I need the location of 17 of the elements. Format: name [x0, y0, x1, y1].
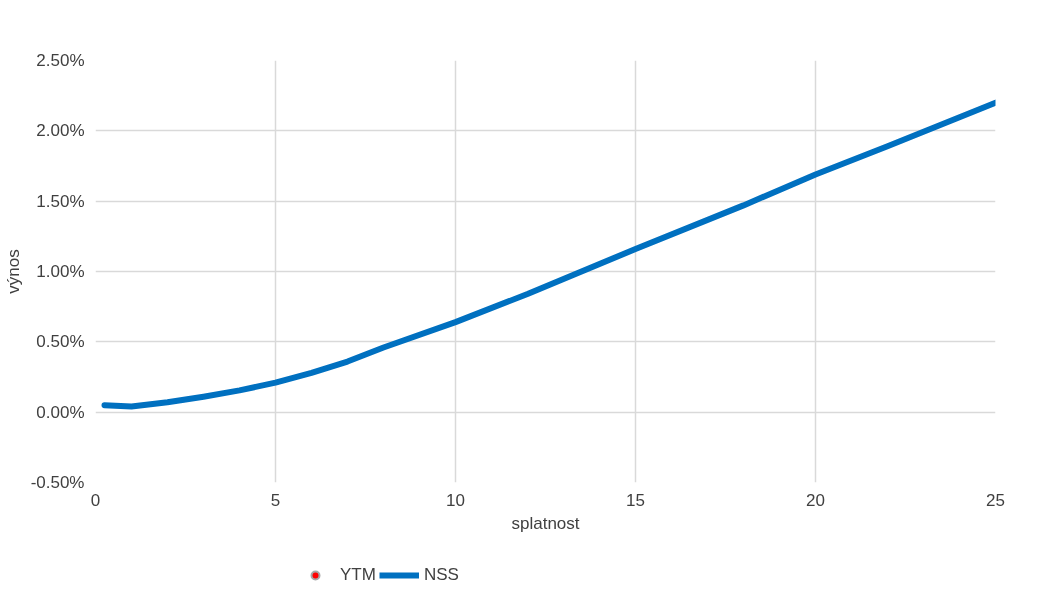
legend-label: YTM — [340, 565, 376, 585]
y-axis-title: výnos — [3, 249, 23, 294]
y-tick-label: 0.50% — [36, 332, 85, 352]
y-tick-label: 1.00% — [36, 262, 85, 281]
x-axis-title: splatnost — [511, 513, 580, 533]
x-tick-label: 0 — [90, 490, 101, 510]
y-tick-label: 1.50% — [36, 191, 85, 211]
x-tick-label: 25 — [986, 490, 1005, 510]
legend-label: NSS — [423, 565, 459, 585]
y-tick-label: 0.00% — [36, 402, 85, 422]
y-tick-label: -0.50% — [30, 473, 85, 492]
x-tick-label: 20 — [806, 490, 825, 510]
x-tick-label: 10 — [446, 490, 465, 510]
x-tick-label: 15 — [626, 490, 645, 510]
y-tick-label: 2.00% — [36, 121, 85, 141]
y-tick-label: 2.50% — [36, 51, 85, 70]
x-tick-label: 5 — [270, 490, 281, 510]
